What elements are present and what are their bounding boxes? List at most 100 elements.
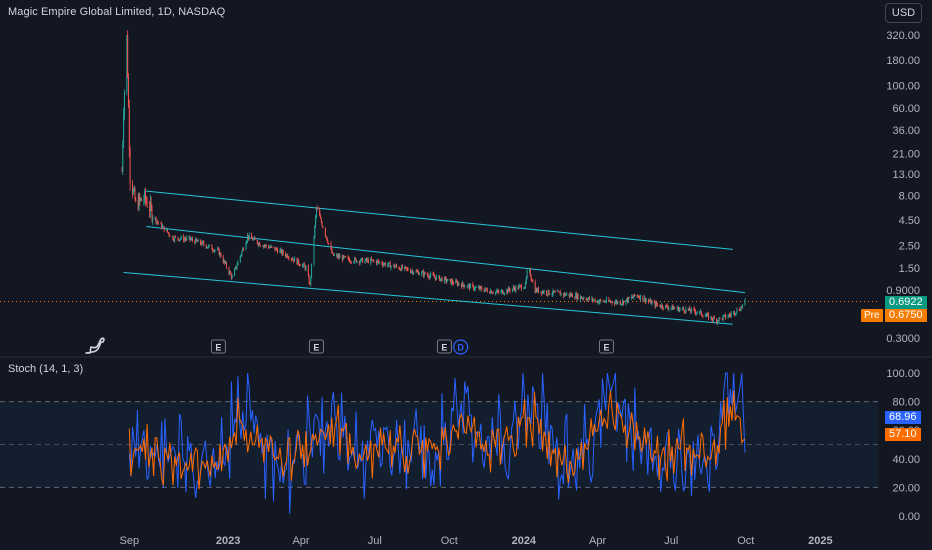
candle-body <box>180 236 182 239</box>
candle-body <box>222 257 224 263</box>
candle-body <box>467 285 469 287</box>
time-axis-label: Sep <box>120 535 140 547</box>
candle-body <box>382 264 384 266</box>
candle-body <box>468 284 470 286</box>
candle-body <box>570 293 572 296</box>
candle-body <box>639 295 641 300</box>
candle-body <box>319 208 321 217</box>
candle-body <box>706 313 708 316</box>
candle-body <box>171 236 173 238</box>
candle-body <box>311 263 313 278</box>
stoch-indicator-label[interactable]: Stoch (14, 1, 3) <box>8 363 84 375</box>
candle-body <box>235 266 237 269</box>
candle-body <box>404 266 406 269</box>
candle-body <box>614 302 616 304</box>
candle-body <box>123 114 125 144</box>
candle-body <box>217 248 219 250</box>
candle-body <box>683 309 685 312</box>
candle-body <box>190 239 192 241</box>
candle-body <box>256 239 258 244</box>
candle-body <box>439 275 441 281</box>
candle-body <box>139 196 141 200</box>
candle-body <box>547 289 549 295</box>
candle-body <box>163 226 165 231</box>
candle-body <box>560 293 562 296</box>
candle-body <box>433 274 435 277</box>
price-axis-tick: 100.00 <box>886 81 920 93</box>
candle-body <box>566 293 568 295</box>
candle-body <box>519 285 521 287</box>
candle-body <box>203 242 205 245</box>
earnings-marker-icon <box>436 339 452 354</box>
currency-button[interactable]: USD <box>885 3 922 23</box>
candle-body <box>501 290 503 292</box>
price-axis-tick: 60.00 <box>892 103 920 115</box>
candle-body <box>418 273 420 275</box>
candle-body <box>645 300 647 302</box>
candle-body <box>201 241 203 245</box>
candle-body <box>490 290 492 294</box>
candle-body <box>456 280 458 282</box>
candle-body <box>302 263 304 266</box>
candle-body <box>226 262 228 268</box>
candle-body <box>292 259 294 261</box>
candle-body <box>571 294 573 298</box>
candle-body <box>564 293 566 296</box>
time-axis-label: Apr <box>292 535 309 547</box>
candle-body <box>384 263 386 266</box>
candle-body <box>150 201 152 207</box>
candle-body <box>541 291 543 294</box>
stoch-axis-tick: 40.00 <box>892 454 920 466</box>
candle-body <box>541 291 543 294</box>
candle-body <box>282 250 284 254</box>
candle-body <box>321 222 323 227</box>
candle-body <box>157 221 159 223</box>
candle-body <box>699 311 701 313</box>
candle-body <box>672 305 674 310</box>
candle-body <box>400 265 402 271</box>
candle-body <box>456 281 458 286</box>
candle-body <box>614 302 616 304</box>
candle-body <box>359 261 361 264</box>
candle-body <box>529 269 531 276</box>
candle-body <box>498 291 500 293</box>
candle-body <box>530 275 532 280</box>
candle-body <box>191 238 193 240</box>
candle-body <box>417 271 419 273</box>
candle-body <box>651 301 653 305</box>
candle-body <box>648 301 650 303</box>
price-axis-tick: 2.50 <box>899 241 920 253</box>
candle-body <box>593 300 595 301</box>
candle-body <box>445 278 447 282</box>
candle-body <box>694 309 696 312</box>
earnings-marker-label: E <box>313 343 319 353</box>
candle-body <box>670 307 672 309</box>
candle-body <box>145 199 147 202</box>
candle-body <box>160 222 162 224</box>
candle-body <box>441 277 443 282</box>
candle-body <box>452 282 454 284</box>
candle-body <box>401 265 403 269</box>
candle-body <box>644 297 646 300</box>
candle-body <box>546 294 548 295</box>
candle-body <box>695 311 697 314</box>
candle-body <box>348 257 350 260</box>
candle-body <box>174 236 176 238</box>
candle-body <box>218 248 220 255</box>
candle-body <box>330 243 332 249</box>
candle-body <box>513 287 515 289</box>
candle-body <box>286 254 288 258</box>
candle-body <box>121 170 123 172</box>
candle-body <box>166 229 168 232</box>
candle-body <box>337 255 339 258</box>
candle-body <box>123 91 125 115</box>
premarket-label: Pre <box>861 309 883 322</box>
candle-body <box>162 226 164 228</box>
candle-body <box>461 282 463 288</box>
candle-body <box>486 289 488 292</box>
candle-body <box>484 289 486 292</box>
candle-body <box>137 200 139 210</box>
candle-body <box>659 304 661 307</box>
candle-body <box>322 226 324 229</box>
